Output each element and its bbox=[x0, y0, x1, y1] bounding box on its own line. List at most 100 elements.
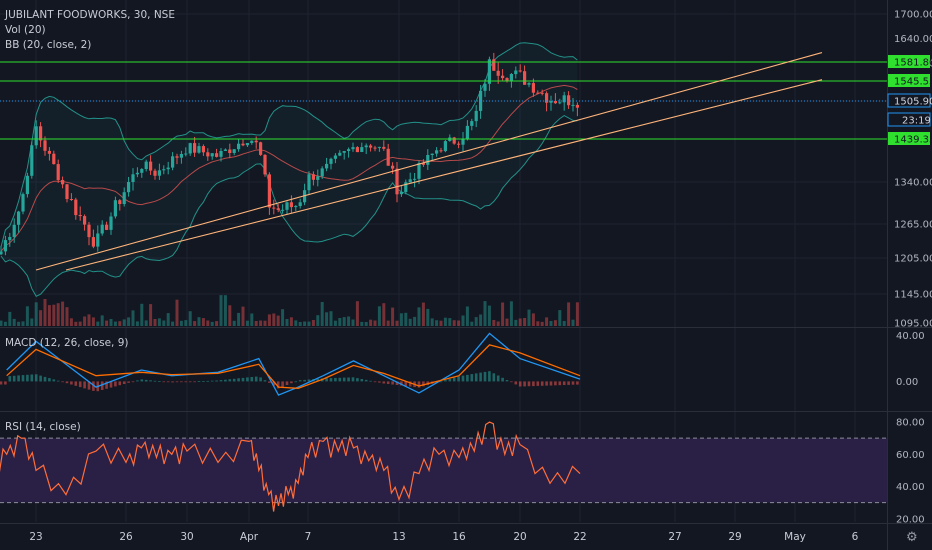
time-tick-label: 27 bbox=[668, 531, 681, 543]
candle bbox=[545, 93, 549, 103]
macd-hist-bar bbox=[193, 381, 196, 383]
volume-bar bbox=[439, 320, 443, 326]
rsi-tick-label: 20.00 bbox=[896, 514, 925, 525]
volume-bar bbox=[364, 322, 368, 326]
candle bbox=[43, 140, 47, 151]
volume-bar bbox=[316, 315, 320, 326]
volume-bar bbox=[157, 318, 161, 326]
macd-hist-bar bbox=[65, 381, 69, 384]
candle bbox=[549, 101, 553, 103]
volume-bar bbox=[96, 321, 100, 326]
volume-bar bbox=[131, 310, 135, 326]
macd-hist-bar bbox=[17, 375, 20, 382]
candle bbox=[417, 163, 421, 179]
candle bbox=[333, 155, 337, 159]
candle bbox=[465, 125, 469, 140]
candle bbox=[47, 150, 51, 154]
macd-hist-bar bbox=[457, 376, 460, 382]
rsi-tick-label: 60.00 bbox=[896, 450, 925, 461]
candle bbox=[382, 146, 386, 149]
volume-bar bbox=[83, 316, 87, 326]
macd-hist-bar bbox=[122, 381, 126, 384]
candle bbox=[100, 224, 104, 234]
macd-hist-bar bbox=[219, 380, 223, 382]
volume-bar bbox=[448, 318, 452, 326]
candle bbox=[144, 161, 148, 169]
time-tick-label: May bbox=[784, 531, 806, 543]
candle bbox=[39, 126, 43, 141]
volume-legend[interactable]: Vol (20) bbox=[5, 24, 46, 36]
volume-bars bbox=[0, 295, 579, 326]
volume-bar bbox=[457, 320, 461, 326]
candle bbox=[289, 202, 293, 208]
macd-hist-bar bbox=[8, 376, 12, 382]
macd-hist-bar bbox=[246, 377, 249, 382]
volume-bar bbox=[501, 302, 505, 326]
macd-hist-bar bbox=[144, 379, 148, 382]
time-tick-label: 29 bbox=[728, 531, 741, 543]
candle bbox=[0, 251, 3, 255]
candle bbox=[492, 59, 496, 71]
time-tick-label: 16 bbox=[452, 531, 466, 543]
symbol-title[interactable]: JUBILANT FOODWORKS, 30, NSE bbox=[5, 9, 175, 21]
rsi-tick-label: 80.00 bbox=[896, 418, 925, 429]
price-level-value: 1545.55 bbox=[894, 77, 932, 88]
candle bbox=[311, 174, 315, 180]
candle bbox=[267, 174, 271, 208]
volume-bar bbox=[237, 312, 241, 326]
bollinger-fill bbox=[1, 42, 578, 297]
macd-hist-bar bbox=[272, 381, 276, 386]
rsi-title[interactable]: RSI (14, close) bbox=[5, 421, 81, 433]
volume-bar bbox=[47, 305, 51, 326]
volume-bar bbox=[267, 314, 271, 326]
candle bbox=[96, 233, 100, 247]
macd-hist-bar bbox=[540, 381, 544, 386]
volume-bar bbox=[215, 321, 219, 326]
volume-bar bbox=[21, 321, 25, 326]
volume-bar bbox=[184, 320, 188, 326]
macd-hist-bar bbox=[307, 379, 311, 382]
gear-icon[interactable]: ⚙ bbox=[906, 530, 918, 545]
candle bbox=[377, 146, 381, 148]
macd-hist-bar bbox=[0, 381, 3, 385]
candle bbox=[237, 143, 241, 150]
candle bbox=[149, 161, 153, 171]
macd-hist-bar bbox=[232, 378, 236, 382]
macd-hist-bar bbox=[4, 381, 7, 385]
macd-hist-bar bbox=[325, 378, 328, 382]
candle bbox=[487, 59, 491, 84]
volume-bar bbox=[487, 305, 491, 326]
candle bbox=[259, 142, 263, 155]
volume-bar bbox=[567, 302, 571, 326]
macd-title[interactable]: MACD (12, 26, close, 9) bbox=[5, 337, 129, 349]
volume-bar bbox=[470, 321, 474, 326]
time-tick-label: 30 bbox=[180, 531, 193, 543]
price-tick-label: 1640.00 bbox=[894, 34, 932, 45]
time-tick-label: 7 bbox=[305, 531, 312, 543]
time-tick-label: 26 bbox=[119, 531, 133, 543]
candle bbox=[509, 74, 513, 81]
volume-bar bbox=[307, 321, 311, 326]
macd-hist-bar bbox=[576, 381, 579, 385]
macd-hist-bar bbox=[83, 381, 86, 389]
macd-hist-bar bbox=[166, 381, 170, 383]
rsi-tick-label: 40.00 bbox=[896, 482, 925, 493]
candle bbox=[307, 174, 311, 191]
volume-bar bbox=[355, 301, 359, 326]
volume-bar bbox=[39, 310, 43, 326]
candle bbox=[188, 143, 192, 154]
candle bbox=[131, 174, 135, 182]
bollinger-legend[interactable]: BB (20, close, 2) bbox=[5, 39, 92, 51]
macd-hist-bar bbox=[400, 381, 403, 386]
macd-hist-bar bbox=[254, 376, 258, 382]
volume-bar bbox=[404, 312, 408, 326]
candle bbox=[399, 192, 403, 195]
candle bbox=[540, 92, 544, 94]
chart-legend: JUBILANT FOODWORKS, 30, NSE Vol (20) BB … bbox=[5, 8, 175, 53]
macd-hist-bar bbox=[294, 381, 298, 383]
volume-bar bbox=[100, 315, 104, 326]
candle bbox=[558, 102, 562, 104]
macd-hist-bar bbox=[479, 372, 482, 382]
candle bbox=[250, 140, 254, 143]
